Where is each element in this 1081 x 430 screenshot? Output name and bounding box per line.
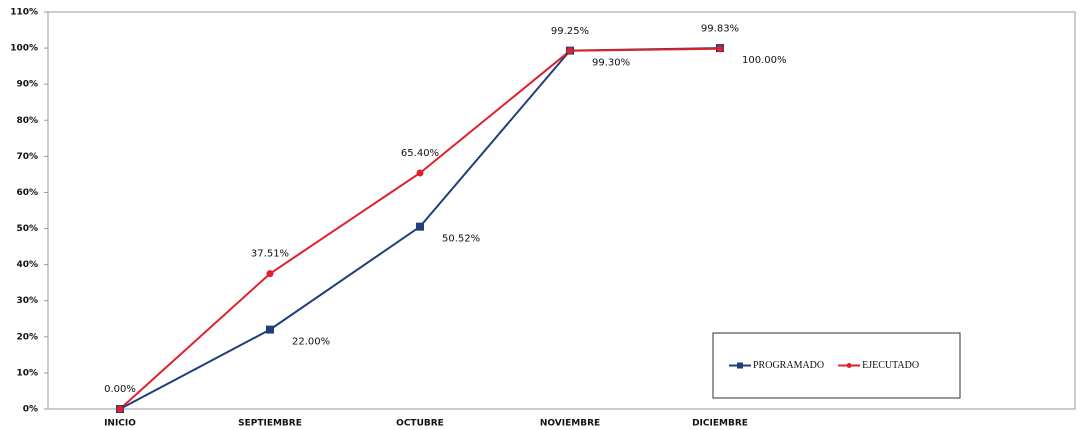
legend-label: PROGRAMADO [753,360,824,371]
y-tick-label: 80% [16,116,38,126]
legend-label: EJECUTADO [862,360,919,371]
y-tick-label: 100% [10,44,38,54]
marker [566,47,574,55]
y-tick-label: 20% [16,332,38,342]
marker [416,169,424,177]
data-label: 37.51% [251,249,289,260]
data-label: 99.25% [551,26,589,37]
x-tick-label: INICIO [104,419,136,429]
y-tick-label: 0% [23,405,38,415]
marker [416,222,424,231]
data-label: 22.00% [292,337,330,348]
marker [266,325,274,334]
y-tick-label: 110% [10,8,38,18]
data-label: 99.30% [592,58,630,69]
data-label: 65.40% [401,148,439,159]
data-label: 0.00% [104,384,136,395]
x-tick-label: NOVIEMBRE [540,419,600,429]
marker [266,270,274,278]
y-tick-label: 60% [16,188,38,198]
plot-area [47,11,1076,410]
y-tick-label: 10% [16,368,38,378]
x-tick-label: SEPTIEMBRE [238,419,302,429]
legend-box [712,332,961,399]
data-label: 50.52% [442,234,480,245]
legend-marker [846,363,852,368]
x-tick-label: OCTUBRE [396,419,444,429]
legend-marker [737,362,743,369]
data-label: 99.83% [701,24,739,35]
marker [116,405,124,413]
x-tick-label: DICIEMBRE [692,419,748,429]
data-label: 100.00% [742,55,787,66]
y-tick-label: 30% [16,296,38,306]
y-tick-label: 50% [16,224,38,234]
marker [716,45,724,53]
y-tick-label: 70% [16,152,38,162]
y-tick-label: 40% [16,260,38,270]
y-tick-label: 90% [16,80,38,90]
